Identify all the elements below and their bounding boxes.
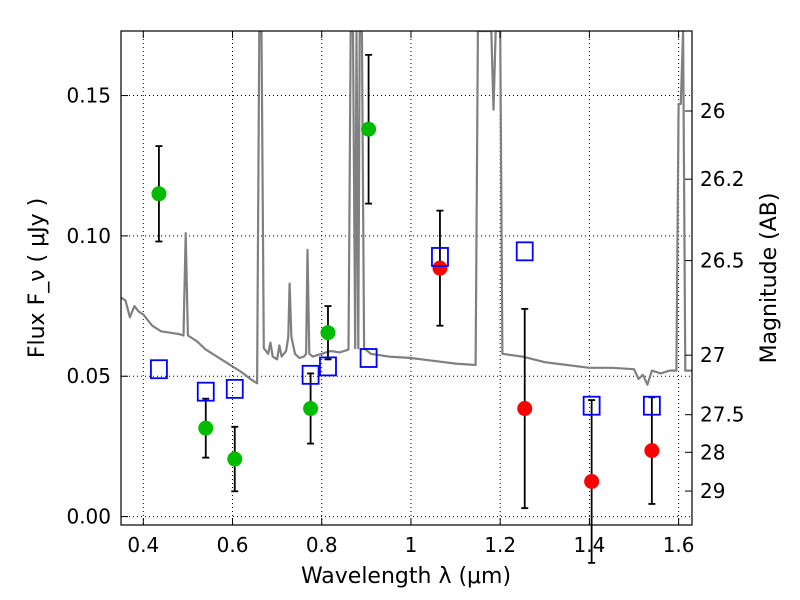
x-tick-label: 0.4 [127, 533, 159, 557]
x-axis: 0.4 0.6 0.8 1 1.2 1.4 1.6 [127, 31, 695, 557]
plot-frame [120, 30, 693, 526]
y2-tick-label: 27.5 [700, 403, 745, 427]
y2-tick-label: 26.5 [700, 249, 745, 273]
y2-tick-label: 27 [700, 343, 725, 367]
y-tick-label: 0.10 [66, 224, 111, 248]
data-point [644, 443, 660, 459]
model-point [196, 381, 215, 402]
x-tick-label: 1.6 [663, 533, 695, 557]
x-tick-label: 1 [405, 533, 418, 557]
y-tick-label: 0.05 [66, 364, 111, 388]
data-point [227, 451, 243, 467]
y2-axis-label: Magnitude (AB) [757, 193, 782, 364]
x-tick-label: 1.4 [573, 533, 605, 557]
data-point [320, 325, 336, 341]
y2-axis: 26 26.2 26.5 27 27.5 28 29 [685, 99, 745, 503]
y2-tick-label: 26 [700, 99, 725, 123]
data-point [361, 121, 377, 137]
y2-tick-label: 28 [700, 440, 725, 464]
y2-tick-label: 26.2 [700, 167, 745, 191]
x-axis-label: Wavelength λ (μm) [301, 564, 511, 589]
y-axis: 0.00 0.05 0.10 0.15 [66, 84, 128, 529]
error-bars [155, 53, 656, 564]
model-point [431, 247, 449, 267]
y2-tick-label: 29 [700, 479, 725, 503]
data-point [303, 401, 319, 417]
data-point [432, 260, 448, 276]
markers [150, 121, 661, 489]
data-point [151, 186, 167, 202]
y-tick-label: 0.00 [66, 505, 111, 529]
model-point [150, 359, 168, 380]
x-tick-label: 1.2 [484, 533, 516, 557]
model-point [359, 348, 378, 368]
model-point [319, 356, 337, 377]
x-tick-label: 0.8 [306, 533, 338, 557]
y-axis-label: Flux F_ν ( μJy ) [25, 198, 50, 358]
data-point [517, 401, 533, 417]
x-tick-label: 0.6 [217, 533, 249, 557]
model-sed-line [121, 31, 692, 386]
data-point [198, 420, 214, 436]
model-point [515, 241, 534, 262]
model-sed-path [121, 31, 692, 386]
model-point [582, 395, 601, 416]
data-point [584, 473, 600, 489]
y-tick-label: 0.15 [66, 84, 111, 108]
model-point [225, 378, 244, 399]
model-point [642, 395, 661, 416]
model-point [301, 364, 320, 385]
